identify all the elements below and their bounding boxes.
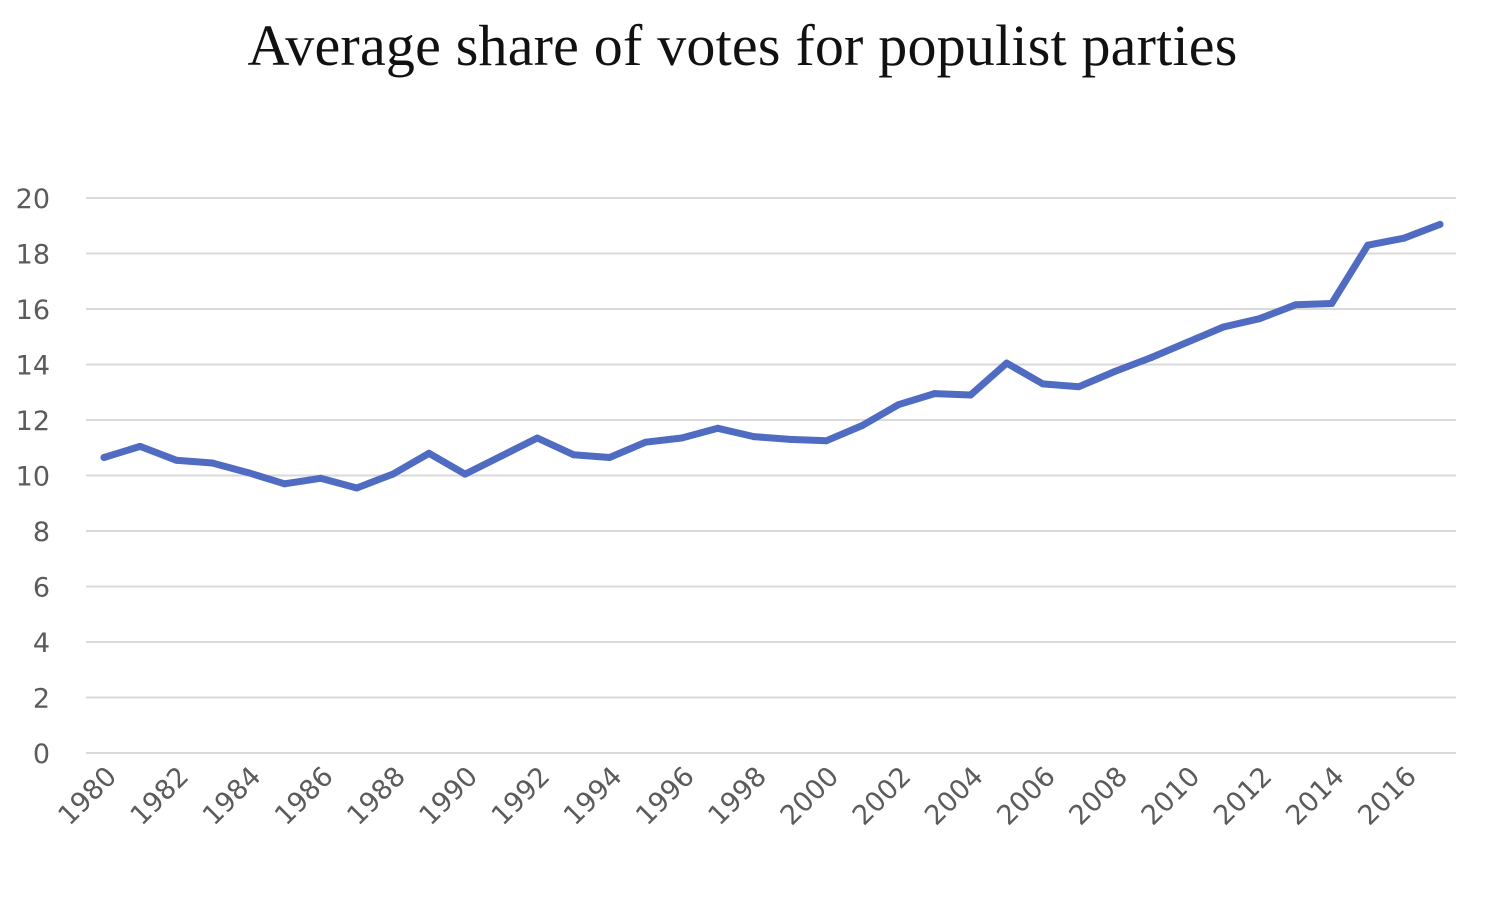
data-point-2005 xyxy=(1003,359,1011,367)
y-axis-tick-labels: 0 2 4 6 8 10 12 14 16 18 20 xyxy=(16,184,50,770)
x-tick-label: 1984 xyxy=(197,761,268,832)
data-point-1988 xyxy=(389,470,397,478)
x-tick-label: 2006 xyxy=(991,761,1062,832)
gridlines xyxy=(86,197,1456,754)
x-tick-label: 1998 xyxy=(702,761,773,832)
data-point-2012 xyxy=(1256,315,1263,323)
data-point-2015 xyxy=(1364,241,1372,249)
data-point-2017 xyxy=(1436,220,1444,228)
data-point-2003 xyxy=(931,390,938,398)
chart-title: Average share of votes for populist part… xyxy=(247,13,1238,78)
data-point-1995 xyxy=(642,438,650,446)
data-point-2004 xyxy=(967,391,975,399)
data-point-1980 xyxy=(100,454,108,461)
y-tick-label: 20 xyxy=(16,184,50,215)
x-axis-tick-labels: 1980 1982 1984 1986 1988 1990 1992 1994 1996 1998… xyxy=(52,761,1422,832)
y-tick-label: 4 xyxy=(33,628,50,659)
data-point-1982 xyxy=(172,456,180,464)
data-point-1999 xyxy=(786,435,794,443)
x-tick-label: 1992 xyxy=(486,761,557,832)
y-tick-label: 10 xyxy=(16,462,50,493)
y-tick-label: 8 xyxy=(33,517,50,548)
data-point-2007 xyxy=(1075,383,1083,391)
x-tick-label: 1996 xyxy=(630,761,701,832)
x-tick-label: 2014 xyxy=(1280,761,1351,832)
data-point-1993 xyxy=(569,451,577,459)
x-tick-label: 1982 xyxy=(125,761,196,832)
x-tick-label: 2016 xyxy=(1352,761,1423,832)
x-tick-label: 1990 xyxy=(414,761,485,832)
data-point-1983 xyxy=(208,459,216,467)
y-tick-label: 2 xyxy=(33,684,50,715)
y-tick-label: 6 xyxy=(33,573,50,604)
data-point-2006 xyxy=(1039,380,1047,388)
y-tick-label: 16 xyxy=(16,295,50,326)
data-point-2016 xyxy=(1400,234,1408,242)
data-point-1990 xyxy=(461,470,469,478)
data-point-1987 xyxy=(353,484,361,492)
data-point-1998 xyxy=(750,433,758,441)
data-point-2011 xyxy=(1219,323,1227,331)
y-tick-label: 12 xyxy=(16,406,50,437)
x-tick-label: 1986 xyxy=(269,761,340,832)
x-tick-label: 2002 xyxy=(847,761,918,832)
series-line xyxy=(100,220,1444,492)
data-point-2008 xyxy=(1111,367,1119,375)
x-tick-label: 2004 xyxy=(919,761,990,832)
data-point-1989 xyxy=(425,449,433,457)
x-tick-label: 2008 xyxy=(1063,761,1134,832)
data-point-1986 xyxy=(317,474,325,482)
data-point-1997 xyxy=(714,424,722,432)
data-point-1994 xyxy=(606,454,613,461)
data-point-2002 xyxy=(894,401,902,409)
data-point-2010 xyxy=(1183,338,1191,346)
x-tick-label: 1994 xyxy=(558,761,629,832)
data-point-2000 xyxy=(822,437,830,445)
data-point-2014 xyxy=(1328,300,1336,307)
x-tick-label: 2012 xyxy=(1208,761,1279,832)
data-point-1992 xyxy=(533,434,541,442)
series-layer xyxy=(100,220,1444,492)
data-point-1985 xyxy=(281,480,288,488)
data-point-1996 xyxy=(678,434,686,442)
data-point-1981 xyxy=(136,442,144,450)
data-point-2013 xyxy=(1292,301,1300,309)
y-tick-label: 14 xyxy=(16,351,50,382)
data-point-1984 xyxy=(244,469,252,477)
y-tick-label: 18 xyxy=(16,240,50,271)
y-tick-label: 0 xyxy=(33,739,50,770)
data-point-1991 xyxy=(497,452,505,460)
data-point-2001 xyxy=(858,422,866,429)
data-point-2009 xyxy=(1147,354,1155,362)
x-tick-label: 1988 xyxy=(341,761,412,832)
x-tick-label: 2010 xyxy=(1136,761,1207,832)
x-tick-label: 2000 xyxy=(775,761,846,832)
x-tick-label: 1980 xyxy=(52,761,123,832)
